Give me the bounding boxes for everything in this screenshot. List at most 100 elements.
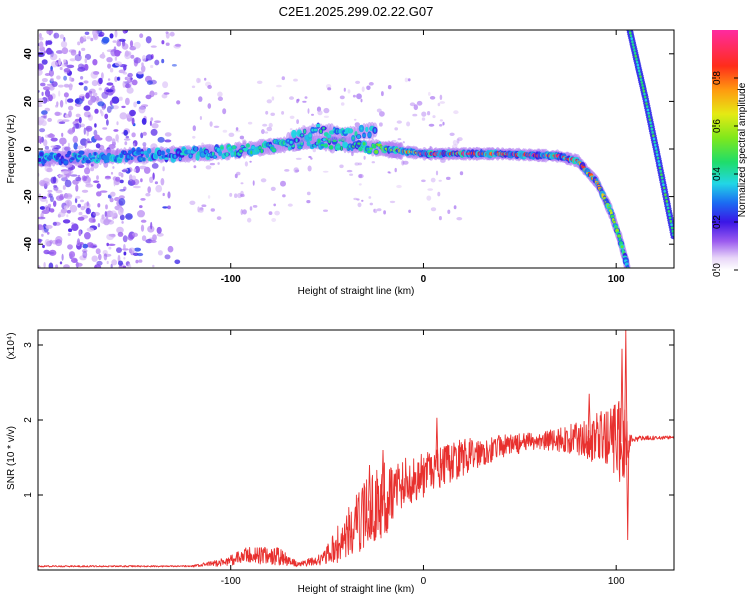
- spectrogram-x-axis-label: Height of straight line (km): [298, 286, 415, 297]
- spectrogram-noise-blob: [456, 217, 463, 221]
- spectrogram-noise-blob: [91, 80, 98, 87]
- spectrogram-noise-blob: [252, 180, 255, 186]
- spectrogram-track-core: [291, 132, 296, 136]
- spectrogram-alias-core: [658, 163, 661, 167]
- spectrogram-noise-blob: [50, 77, 54, 82]
- spectrogram-noise-blob: [124, 141, 128, 146]
- spectrogram-noise-blob: [145, 192, 151, 197]
- spectrogram-noise-blob: [47, 117, 52, 122]
- spectrogram-noise-blob: [141, 117, 147, 125]
- spectrogram-noise-blob: [147, 186, 151, 194]
- spectrogram-track-core: [164, 157, 169, 160]
- spectrogram-alias-core: [635, 57, 638, 61]
- spectrogram-noise-blob: [391, 139, 397, 143]
- spectrogram-noise-blob: [129, 174, 133, 182]
- spectrogram-alias-core: [660, 173, 663, 177]
- spectrogram-track-core: [211, 151, 215, 157]
- snr-frame: [37, 329, 675, 571]
- spectrogram-track-core: [319, 129, 323, 134]
- spectrogram-alias-core: [650, 124, 653, 128]
- spectrogram-noise-blob: [260, 178, 267, 183]
- spectrogram-noise-blob: [162, 81, 169, 89]
- spectrogram-noise-blob: [406, 121, 411, 127]
- spectrogram-noise-blob: [93, 71, 100, 75]
- spectrogram-noise-blob: [118, 195, 125, 200]
- spectrogram-noise-blob: [140, 65, 146, 73]
- snr-x-ticks: -100 0 100: [221, 330, 625, 587]
- spectrogram-noise-blob: [133, 57, 141, 64]
- spectrogram-track-core: [194, 146, 198, 152]
- spectrogram-alias-core: [664, 193, 667, 197]
- spectrogram-track-core: [158, 150, 161, 156]
- spectrogram-alias-core: [630, 37, 633, 41]
- spectrogram-noise-blob: [106, 233, 114, 241]
- spectrogram-track-core: [352, 136, 355, 140]
- spectrogram-noise-blob: [304, 96, 308, 99]
- spectrogram-noise-blob: [61, 253, 64, 261]
- spectrogram-noise-blob: [176, 100, 181, 105]
- spectrogram-noise-blob: [39, 128, 46, 133]
- spectrogram-noise-blob: [56, 50, 63, 54]
- spectrogram-noise-blob: [146, 80, 153, 85]
- spectrogram-noise-blob: [44, 145, 50, 150]
- spectrogram-noise-blob: [110, 263, 113, 268]
- spectrogram-noise-blob: [72, 135, 79, 144]
- spectrogram-noise-blob: [106, 260, 109, 265]
- spectrogram-noise-blob: [281, 76, 285, 81]
- spectrogram-noise-blob: [109, 197, 114, 203]
- spectrogram-track-core: [367, 150, 372, 154]
- spectrogram-noise-blob: [49, 85, 54, 90]
- spectrogram-alias-core: [632, 46, 635, 49]
- spectrogram-noise-blob: [119, 112, 128, 120]
- spectrogram-noise-blob: [149, 176, 154, 183]
- spectrogram-track-core: [329, 145, 333, 150]
- spectrogram-noise-blob: [161, 40, 165, 45]
- spectrogram-alias-core: [648, 118, 652, 121]
- spectrogram-noise-blob: [68, 228, 73, 232]
- spectrogram-track-core: [77, 154, 82, 158]
- spectrogram-track-core: [258, 146, 262, 150]
- spectrogram-noise-blob: [114, 197, 121, 202]
- spectrogram-noise-blob: [439, 124, 443, 127]
- spectrogram-noise-blob: [44, 239, 51, 247]
- spectrogram-noise-blob: [110, 105, 114, 110]
- spectrogram-noise-blob: [133, 41, 141, 49]
- spectrogram-noise-blob: [261, 129, 265, 135]
- spectrogram-noise-blob: [48, 69, 55, 77]
- spectrogram-noise-blob: [141, 55, 147, 62]
- spectrogram-track-core: [322, 138, 326, 142]
- spectrogram-noise-blob: [63, 92, 69, 98]
- spectrogram-noise-blob: [49, 208, 55, 213]
- spectrogram-noise-blob: [94, 264, 102, 268]
- spectrogram-noise-blob: [439, 94, 443, 101]
- spectrogram-noise-blob: [49, 239, 53, 244]
- spectrogram-noise-blob: [38, 68, 43, 76]
- spectrogram-noise-blob: [421, 117, 426, 121]
- spectrogram-noise-blob: [118, 264, 123, 268]
- spectrogram-noise-blob: [90, 163, 94, 167]
- spectrogram-noise-blob: [150, 128, 158, 136]
- spectrogram-noise-blob: [67, 232, 71, 236]
- spectrogram-noise-blob: [256, 80, 263, 85]
- spectrogram-alias-core: [667, 210, 671, 213]
- spectrogram-noise-blob: [137, 210, 145, 218]
- spectrogram-noise-blob: [59, 137, 67, 145]
- spectrogram-noise-blob: [155, 184, 163, 193]
- spectrogram-noise-blob: [122, 265, 127, 268]
- spectrogram-noise-blob: [78, 211, 83, 216]
- spectrogram-noise-blob: [49, 53, 58, 61]
- snr-x-tick-label: 100: [608, 576, 625, 587]
- spectrogram-alias-core: [664, 196, 668, 200]
- spectrogram-noise-blob: [141, 235, 147, 242]
- spectrogram-alias-core: [643, 92, 646, 96]
- spectrogram-noise-blob: [129, 109, 136, 117]
- spectrogram-noise-blob: [293, 78, 298, 82]
- spectrogram-alias-core: [662, 186, 666, 190]
- spectrogram-noise-blob: [38, 63, 44, 71]
- spectrogram-noise-blob: [439, 119, 443, 122]
- spectrogram-noise-blob: [109, 33, 114, 39]
- spectrogram-noise-blob: [83, 85, 88, 91]
- spectrogram-noise-blob: [152, 234, 157, 241]
- spectrogram-x-ticks: -100 0 100: [221, 30, 625, 285]
- spectrogram-noise-blob: [41, 209, 50, 214]
